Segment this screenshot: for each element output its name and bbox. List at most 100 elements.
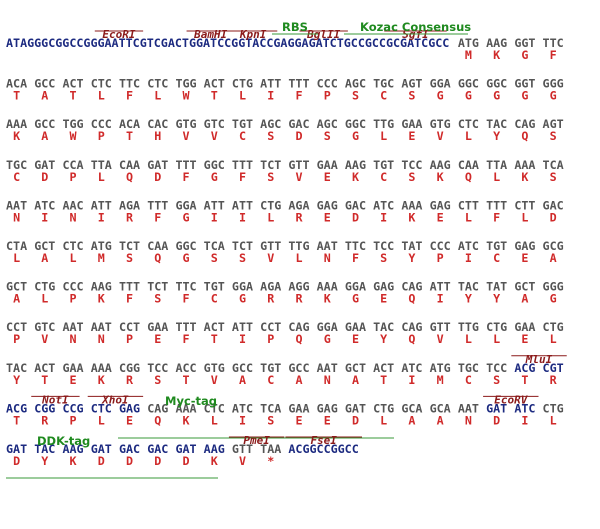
restriction-site: XhoI (101, 393, 129, 406)
amino-acid: R (550, 373, 558, 387)
codon: GGC (175, 239, 196, 253)
amino-acid: L (154, 89, 161, 103)
codon: AAG (204, 442, 225, 456)
codon: GCA (430, 401, 451, 415)
amino-acid: Y (41, 454, 48, 468)
codon: AGC (317, 117, 338, 131)
amino-acid: E (70, 373, 77, 387)
amino-acid: K (408, 210, 415, 224)
amino-acid: V (295, 170, 302, 184)
codon: CTC (91, 77, 112, 91)
codon: CTC (91, 401, 112, 415)
amino-acid: S (550, 129, 557, 143)
amino-acid: L (380, 413, 387, 427)
amino-acid: R (126, 373, 134, 387)
amino-acid: Y (493, 129, 500, 143)
codon: ATC (373, 198, 394, 212)
amino-acid: F (493, 210, 500, 224)
codon: TAT (401, 239, 422, 253)
amino-acid: S (408, 170, 415, 184)
amino-acid: L (465, 129, 472, 143)
amino-acid: V (211, 129, 218, 143)
codon: AAA (401, 198, 422, 212)
codon: GAT (486, 401, 507, 415)
amino-acid: T (70, 89, 77, 103)
amino-acid: F (183, 292, 190, 306)
codon: CCC (430, 239, 451, 253)
codon: AGA (260, 280, 281, 294)
codon: GGA (345, 280, 366, 294)
amino-acid: P (437, 251, 444, 265)
codon: GGA (232, 280, 253, 294)
amino-acid: E (352, 332, 359, 346)
codon: CGG (34, 401, 55, 415)
codon: TTC (543, 36, 564, 50)
codon: GGC (458, 77, 479, 91)
amino-acid: Q (154, 251, 161, 265)
codon: TGC (458, 361, 479, 375)
codon: ATC (34, 198, 55, 212)
codon: TTT (147, 198, 168, 212)
codon: ATT (232, 198, 253, 212)
codon: GAA (317, 158, 338, 172)
codon: AAG (430, 158, 451, 172)
amino-acid: I (41, 210, 48, 224)
amino-acid: I (239, 332, 246, 346)
amino-acid: M (465, 48, 472, 62)
codon: GAT (91, 442, 112, 456)
codon: GAC (543, 198, 564, 212)
amino-acid: P (70, 170, 77, 184)
codon: ATC (514, 401, 535, 415)
amino-acid: P (13, 332, 20, 346)
codon: AAT (62, 320, 83, 334)
amino-acid: E (521, 251, 528, 265)
codon: TCA (543, 158, 564, 172)
amino-acid: F (183, 170, 190, 184)
amino-acid: S (211, 251, 218, 265)
amino-acid: V (211, 373, 218, 387)
codon: CTG (543, 320, 564, 334)
codon: GGG (543, 77, 564, 91)
amino-acid: Q (408, 332, 415, 346)
restriction-site: BamHI (193, 28, 227, 41)
feature-label: RBS (282, 20, 308, 34)
codon: GGT (514, 36, 535, 50)
amino-acid: E (154, 332, 161, 346)
codon: GAG (514, 239, 535, 253)
amino-acid: A (41, 251, 48, 265)
amino-acid: I (239, 413, 246, 427)
amino-acid: L (493, 170, 500, 184)
amino-acid: T (126, 129, 133, 143)
amino-acid: E (126, 413, 133, 427)
codon: TCC (373, 239, 394, 253)
codon: AGG (288, 280, 309, 294)
codon: GGA (175, 198, 196, 212)
codon: AGC (345, 77, 366, 91)
amino-acid: V (437, 129, 444, 143)
amino-acid: N (13, 210, 20, 224)
amino-acid: M (437, 373, 444, 387)
codon: CCT (119, 320, 140, 334)
amino-acid: R (267, 292, 275, 306)
codon: AGT (401, 77, 422, 91)
codon: TCA (204, 239, 225, 253)
codon: CTC (458, 117, 479, 131)
codon: AGC (260, 117, 281, 131)
amino-acid: G (465, 89, 472, 103)
amino-acid: A (521, 292, 528, 306)
amino-acid: G (239, 292, 246, 306)
codon: GTG (204, 361, 225, 375)
codon: GCT (514, 280, 535, 294)
codon: GCC (232, 361, 253, 375)
amino-acid: Q (126, 170, 133, 184)
amino-acid: T (13, 89, 20, 103)
codon: GAA (288, 401, 309, 415)
codon: CAA (119, 158, 140, 172)
amino-acid: R (126, 210, 134, 224)
amino-acid: C (493, 251, 500, 265)
codon: AAA (175, 401, 196, 415)
codon: TGC (373, 77, 394, 91)
amino-acid: L (465, 332, 472, 346)
codon: ACA (119, 117, 140, 131)
codon: TAC (6, 361, 27, 375)
